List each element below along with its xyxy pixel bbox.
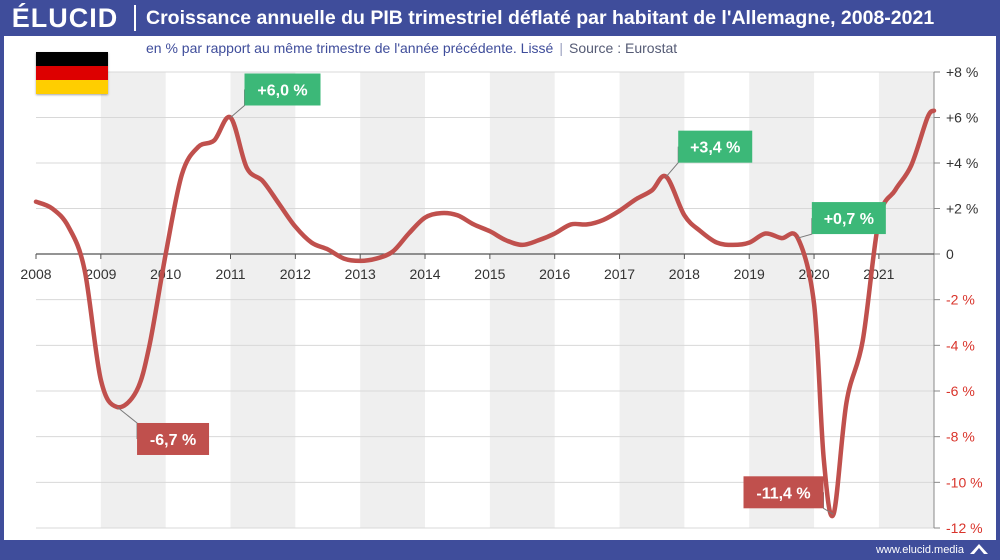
y-axis-ticks: +8 % +6 % +4 % +2 % 0 -2 % -4 % -6 % -8 % -10 % -1…	[946, 64, 983, 536]
source-text: Source : Eurostat	[568, 40, 678, 56]
x-tick-label: 2015	[474, 266, 505, 282]
elucid-logo: ÉLUCID	[0, 0, 130, 36]
y-tick-label: +4 %	[946, 155, 978, 171]
series-line	[33, 108, 937, 519]
annotation-label: -11,4 %	[756, 485, 810, 502]
annotation-label: +3,4 %	[690, 140, 740, 157]
y-tick-label: -12 %	[946, 520, 983, 536]
x-tick-label: 2020	[798, 266, 829, 282]
left-border	[0, 36, 4, 540]
y-tick-label: -6 %	[946, 383, 975, 399]
annotation-label: -6,7 %	[150, 432, 196, 449]
x-tick-label: 2013	[345, 266, 376, 282]
footer-bar	[0, 540, 1000, 560]
y-tick-label: 0	[946, 246, 954, 262]
annotation-box	[244, 73, 321, 106]
germany-flag-icon	[36, 52, 108, 94]
x-tick-label: 2010	[150, 266, 181, 282]
x-tick-label: 2008	[20, 266, 51, 282]
chart-subtitle: en % par rapport au même trimestre de l'…	[146, 38, 677, 58]
logo-separator	[134, 5, 136, 31]
y-tick-label: +8 %	[946, 64, 978, 80]
flag-stripe-gold	[36, 80, 108, 94]
x-tick-label: 2014	[409, 266, 440, 282]
right-border	[996, 36, 1000, 540]
annotation-box	[678, 130, 753, 163]
title-bar	[0, 0, 1000, 36]
x-tick-label: 2016	[539, 266, 570, 282]
annotation-label: +0,7 %	[824, 211, 874, 228]
subtitle-text: en % par rapport au même trimestre de l'…	[146, 40, 554, 56]
y-tick-label: -4 %	[946, 337, 975, 353]
annotation-box	[137, 422, 210, 455]
y-tick-label: -8 %	[946, 429, 975, 445]
y-tick-label: +6 %	[946, 110, 978, 126]
x-tick-label: 2011	[215, 266, 245, 282]
x-tick-label: 2009	[85, 266, 116, 282]
annotation-box	[743, 476, 824, 509]
x-tick-label: 2017	[604, 266, 635, 282]
series-layer	[33, 108, 937, 519]
y-tick-label: +2 %	[946, 201, 978, 217]
x-tick-label: 2012	[280, 266, 311, 282]
chart-title: Croissance annuelle du PIB trimestriel d…	[146, 7, 935, 29]
subtitle-separator: |	[559, 40, 563, 56]
annotations: -6,7 % +6,0 % +3,4 % +0,7 % -11,4 %	[116, 73, 886, 515]
x-tick-label: 2019	[734, 266, 765, 282]
annotation-box	[811, 202, 886, 235]
x-tick-label: 2021	[863, 266, 894, 282]
y-tick-label: -10 %	[946, 474, 983, 490]
flag-stripe-red	[36, 66, 108, 80]
y-tick-label: -2 %	[946, 292, 975, 308]
annotation-label: +6,0 %	[257, 83, 307, 100]
gridlines	[36, 71, 940, 529]
x-tick-label: 2018	[669, 266, 700, 282]
flag-stripe-black	[36, 52, 108, 66]
elucid-mark-icon	[970, 544, 988, 554]
footer-url: www.elucid.media	[875, 544, 964, 556]
